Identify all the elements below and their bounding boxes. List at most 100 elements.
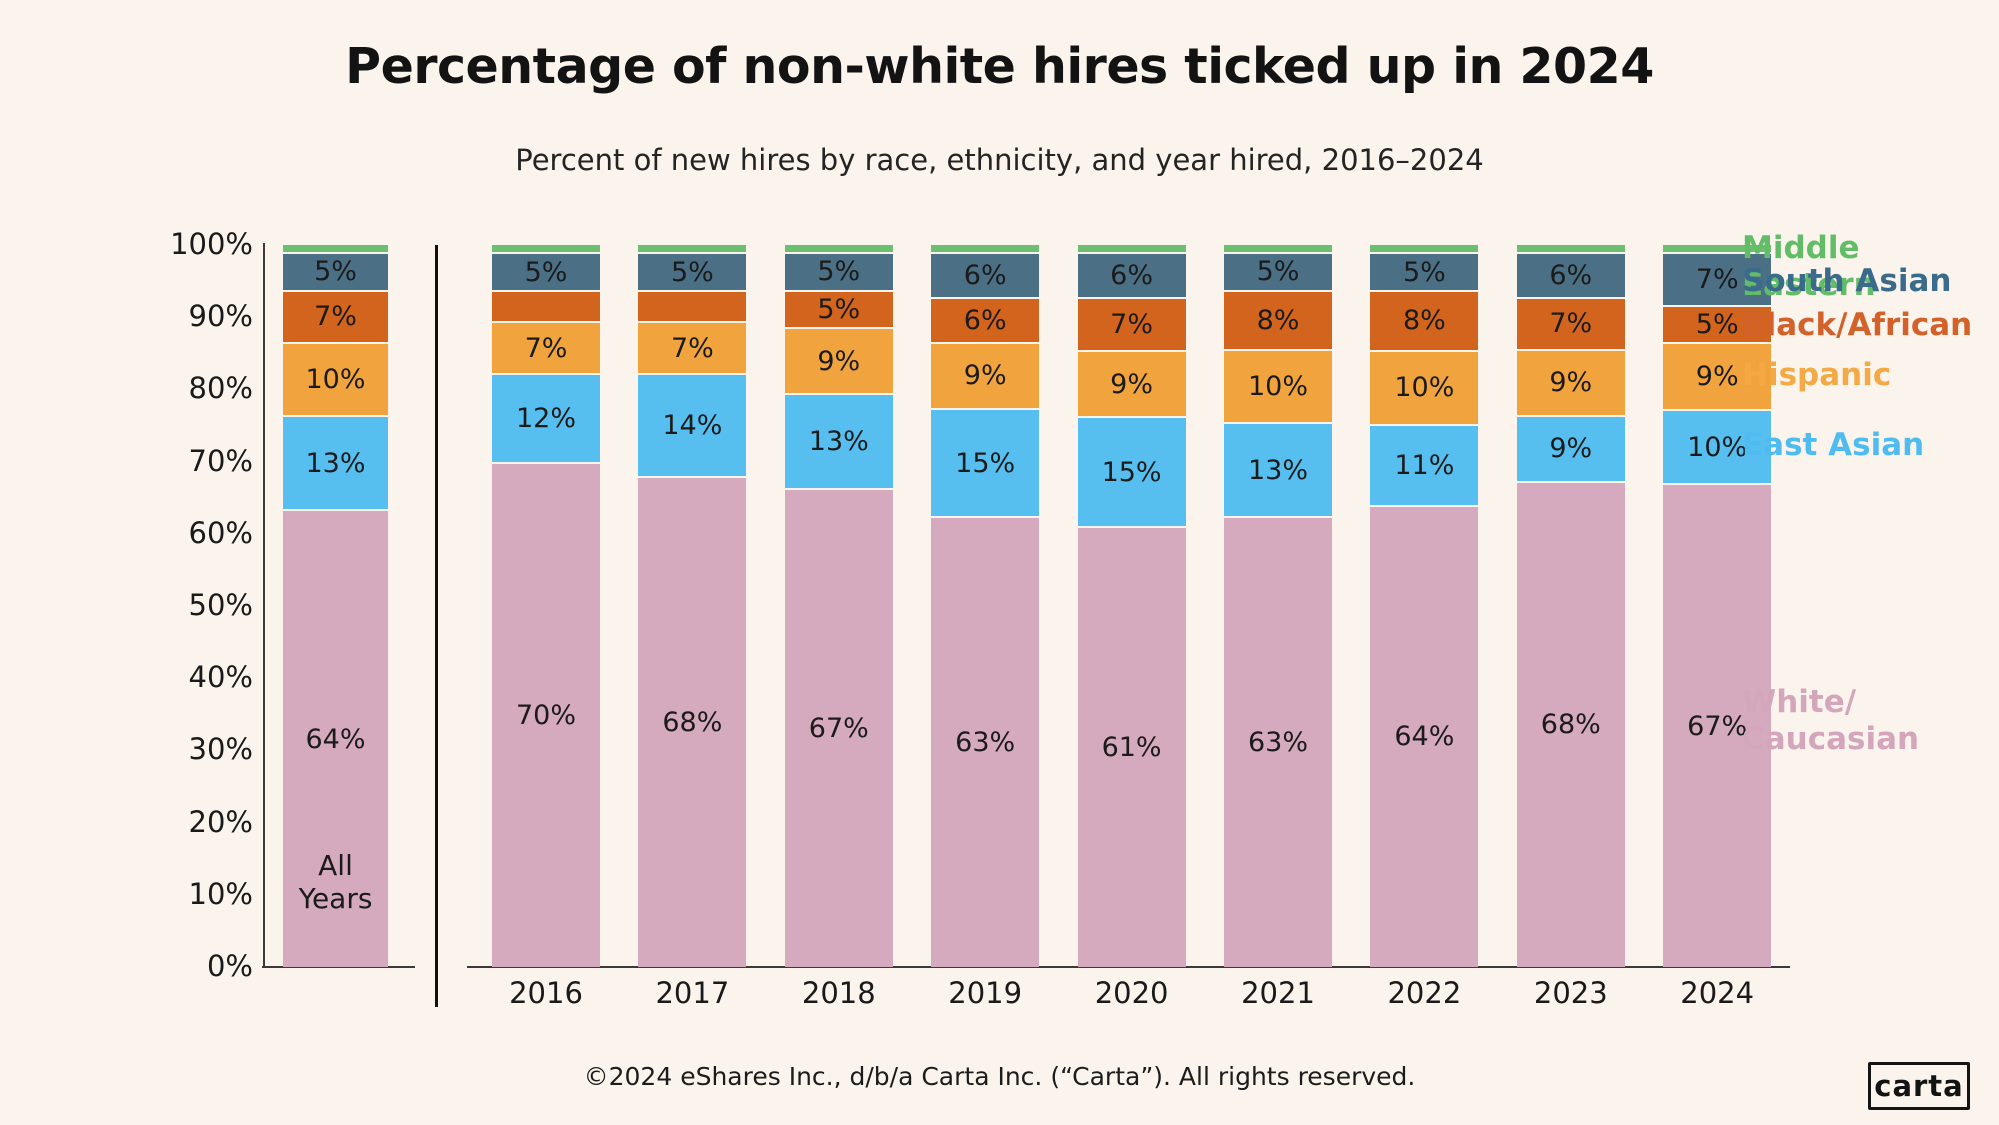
segment-value-label: 68%: [1540, 709, 1601, 741]
segment-value-label: 68%: [662, 706, 723, 738]
bar-segment-south-asian: 6%: [1516, 252, 1625, 297]
bar-segment-east-asian: 15%: [931, 407, 1040, 517]
y-axis-tick-20: 20%: [188, 804, 253, 839]
segment-value-label: 6%: [1549, 259, 1593, 291]
y-axis-tick-30: 30%: [188, 732, 253, 767]
bar-segment-hispanic: 7%: [638, 320, 747, 374]
bar-2016: 5% 7% 12% 70%: [492, 245, 600, 967]
bar-segment-black-african: [638, 290, 747, 321]
segment-value-label: 5%: [524, 256, 568, 288]
bar-segment-white-caucasian: 67%: [1663, 483, 1772, 967]
bar-segment-east-asian: 12%: [492, 373, 600, 462]
bar-2019: 6% 6% 9% 15% 63%: [931, 245, 1040, 967]
bar-segment-middle-eastern: [1370, 245, 1479, 253]
segment-value-label: 7%: [314, 301, 357, 333]
bar-segment-white-caucasian: 63%: [1224, 516, 1332, 967]
segment-value-label: 9%: [1549, 433, 1593, 465]
bar-segment-white-caucasian: 70%: [492, 461, 600, 967]
bar-segment-black-african: 5%: [784, 289, 893, 328]
bar-segment-black-african: 7%: [283, 289, 388, 342]
bar-segment-east-asian: 13%: [784, 393, 893, 488]
segment-value-label: 15%: [1101, 456, 1162, 488]
segment-value-label: 10%: [1394, 372, 1455, 404]
bar-segment-hispanic: 10%: [1224, 348, 1332, 422]
segment-value-label: 7%: [524, 332, 568, 364]
bar-segment-hispanic: 10%: [1370, 349, 1479, 424]
segment-value-label: 5%: [314, 256, 357, 288]
segment-value-label: 7%: [670, 332, 714, 364]
carta-logo: carta: [1868, 1062, 1970, 1110]
segment-value-label: 9%: [1695, 361, 1739, 393]
bar-segment-hispanic: 10%: [283, 341, 388, 415]
bar-segment-hispanic: 9%: [931, 341, 1040, 408]
bar-segment-black-african: 7%: [1516, 296, 1625, 349]
x-axis-label-2017: 2017: [655, 976, 730, 1010]
bar-segment-east-asian: 11%: [1370, 423, 1479, 505]
segment-value-label: 61%: [1101, 732, 1162, 764]
bar-segment-middle-eastern: [1516, 245, 1625, 253]
bar-2021: 5% 8% 10% 13% 63%: [1224, 245, 1332, 967]
bar-segment-east-asian: 13%: [1224, 421, 1332, 517]
x-axis-label-2021: 2021: [1241, 976, 1315, 1010]
bar-segment-middle-eastern: [283, 245, 388, 253]
bar-segment-east-asian: 10%: [1663, 409, 1772, 484]
y-axis-tick-80: 80%: [188, 371, 253, 406]
segment-value-label: 6%: [963, 259, 1007, 291]
bar-segment-south-asian: 5%: [1224, 252, 1332, 290]
bar-segment-middle-eastern: [1077, 245, 1186, 253]
bar-segment-east-asian: 14%: [638, 373, 747, 476]
bar-segment-white-caucasian: 67%: [784, 487, 893, 967]
bar-segment-white-caucasian: 64%: [1370, 504, 1479, 967]
chart-title: Percentage of non-white hires ticked up …: [345, 38, 1654, 95]
y-axis-tick-90: 90%: [188, 299, 253, 334]
segment-value-label: 10%: [1247, 370, 1308, 402]
bar-segment-black-african: 5%: [1663, 304, 1772, 343]
bar-segment-east-asian: 15%: [1077, 416, 1186, 527]
segment-value-label: 5%: [1695, 309, 1739, 340]
bar-segment-middle-eastern: [784, 245, 893, 253]
chart-separator-line: [435, 245, 438, 1007]
bar-segment-middle-eastern: [931, 245, 1040, 253]
legend-hispanic: Hispanic: [1742, 357, 1892, 393]
bar-segment-hispanic: 9%: [1516, 348, 1625, 415]
bar-segment-white-caucasian: 61%: [1077, 526, 1186, 967]
segment-value-label: 11%: [1394, 449, 1455, 481]
bar-segment-black-african: 8%: [1224, 289, 1332, 349]
bar-2018: 5% 5% 9% 13% 67%: [784, 245, 893, 967]
bar-2017: 5% 7% 14% 68%: [638, 245, 747, 967]
x-axis-label-2023: 2023: [1533, 976, 1608, 1010]
segment-value-label: 5%: [817, 256, 861, 288]
bar-segment-south-asian: 5%: [492, 252, 600, 291]
y-axis-tick-50: 50%: [188, 588, 253, 622]
bar-2020: 6% 7% 9% 15% 61%: [1077, 245, 1186, 967]
bar-segment-south-asian: 7%: [1663, 252, 1772, 305]
x-axis-label-2020: 2020: [1094, 976, 1169, 1010]
bar-segment-south-asian: 6%: [931, 252, 1040, 297]
legend-black-african: Black/African: [1742, 307, 1973, 343]
bar-2024: 7% 5% 9% 10% 67%: [1663, 245, 1772, 967]
mini-chart-y-axis-line: [263, 243, 265, 967]
bar-segment-white-caucasian: 63%: [931, 516, 1040, 967]
bar-segment-black-african: 6%: [931, 296, 1040, 342]
segment-value-label: 5%: [817, 294, 861, 326]
carta-logo-text: carta: [1874, 1069, 1964, 1103]
segment-value-label: 9%: [1110, 368, 1154, 400]
bar-segment-white-caucasian: 68%: [1516, 480, 1625, 967]
y-axis-tick-60: 60%: [188, 515, 253, 550]
y-axis-tick-100: 100%: [170, 227, 253, 261]
x-axis-label-2019: 2019: [948, 976, 1023, 1010]
segment-value-label: 67%: [808, 712, 869, 744]
segment-value-label: 6%: [1110, 260, 1154, 292]
segment-value-label: 10%: [1687, 431, 1748, 463]
bar-segment-south-asian: 5%: [784, 252, 893, 290]
x-axis-label-2022: 2022: [1387, 976, 1462, 1010]
segment-value-label: 7%: [1549, 308, 1593, 340]
bar-2022: 5% 8% 10% 11% 64%: [1370, 245, 1479, 967]
legend-middle-eastern: Middle Eastern: [1742, 230, 1876, 303]
segment-value-label: 10%: [305, 363, 366, 395]
y-axis-tick-10: 10%: [188, 876, 253, 911]
y-axis-tick-70: 70%: [188, 443, 253, 478]
legend-white-caucasian: White/ Caucasian: [1742, 684, 1920, 757]
segment-value-label: 13%: [1247, 454, 1308, 486]
